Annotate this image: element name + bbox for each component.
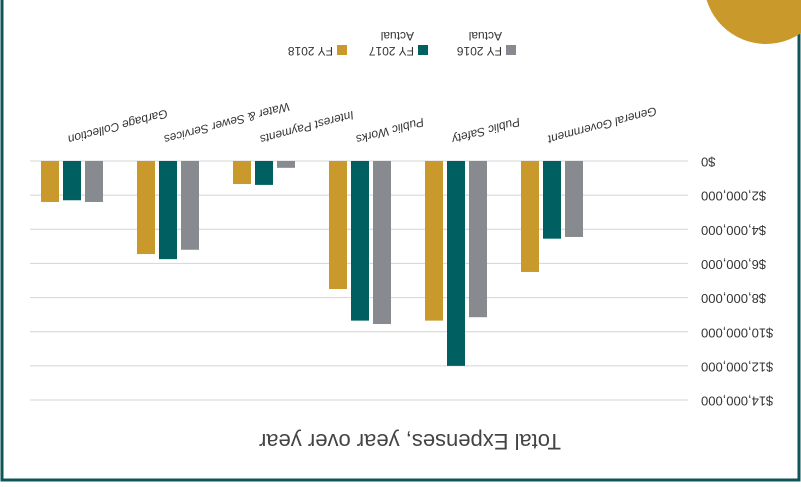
legend-label: FY 2018 bbox=[287, 44, 333, 58]
chart-title: Total Expenses, year over year bbox=[259, 429, 561, 454]
bar bbox=[373, 161, 391, 325]
x-tick-label: Public Safety bbox=[449, 115, 521, 147]
bar bbox=[565, 161, 583, 237]
legend-entry: FY 2018 bbox=[287, 44, 333, 58]
bar bbox=[521, 161, 539, 272]
y-tick-label: $2,000,000 bbox=[701, 189, 766, 204]
y-tick-label: $14,000,000 bbox=[701, 394, 773, 409]
bar bbox=[447, 161, 465, 366]
bar bbox=[233, 161, 251, 185]
legend-swatch bbox=[506, 45, 516, 55]
legend-entry: FY 2016 Actual bbox=[456, 29, 502, 58]
x-tick-label: Public Works bbox=[354, 115, 425, 147]
y-tick-label: $4,000,000 bbox=[701, 223, 766, 238]
legend-swatch bbox=[418, 45, 428, 55]
legend-swatch bbox=[337, 45, 347, 55]
x-tick-label: General Government bbox=[546, 104, 659, 147]
bar bbox=[469, 161, 487, 318]
y-tick-label: $10,000,000 bbox=[701, 325, 773, 340]
bar bbox=[277, 161, 295, 168]
legend-label: FY 2017 Actual bbox=[368, 29, 414, 58]
bar bbox=[159, 161, 177, 260]
bar bbox=[85, 161, 103, 202]
y-tick-label: $8,000,000 bbox=[701, 291, 766, 306]
y-tick-label: $0 bbox=[701, 155, 715, 170]
bar bbox=[351, 161, 369, 321]
y-tick-label: $6,000,000 bbox=[701, 257, 766, 272]
bar bbox=[137, 161, 155, 255]
bar bbox=[41, 161, 59, 202]
legend-label: FY 2016 Actual bbox=[456, 29, 502, 58]
decoration bbox=[706, 0, 801, 44]
legend-entry: FY 2017 Actual bbox=[368, 29, 414, 58]
bar bbox=[63, 161, 81, 201]
bar bbox=[255, 161, 273, 185]
y-tick-label: $12,000,000 bbox=[701, 359, 773, 374]
x-tick-label: Garbage Collection bbox=[66, 106, 169, 146]
bar bbox=[329, 161, 347, 290]
bar bbox=[543, 161, 561, 239]
bar bbox=[181, 161, 199, 250]
bar bbox=[425, 161, 443, 321]
